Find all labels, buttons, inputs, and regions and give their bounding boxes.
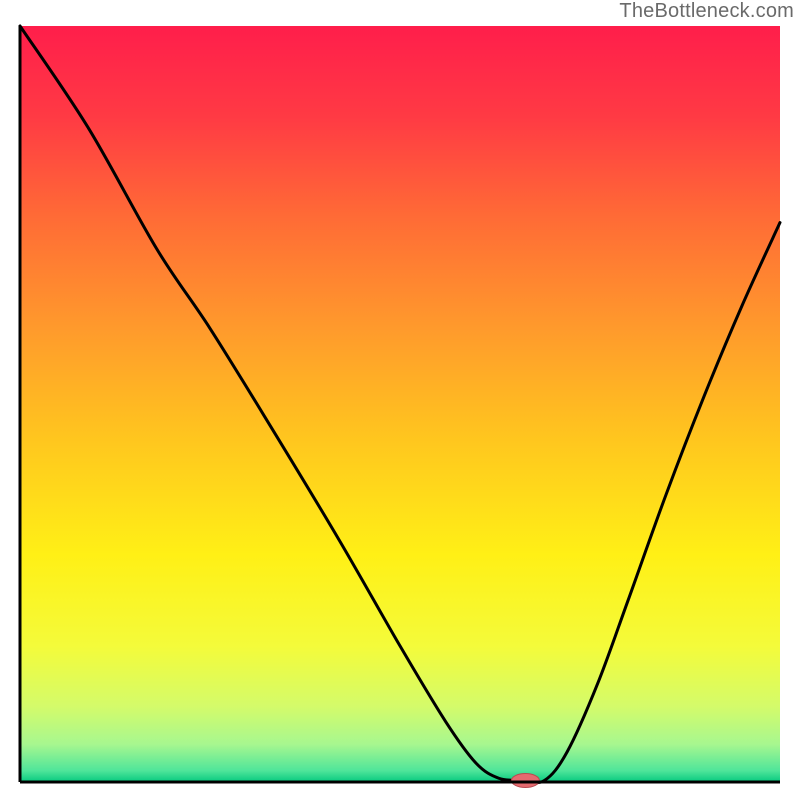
bottleneck-chart — [0, 0, 800, 800]
chart-gradient-background — [20, 26, 780, 782]
watermark-text: TheBottleneck.com — [619, 0, 794, 23]
optimal-marker — [511, 773, 539, 787]
